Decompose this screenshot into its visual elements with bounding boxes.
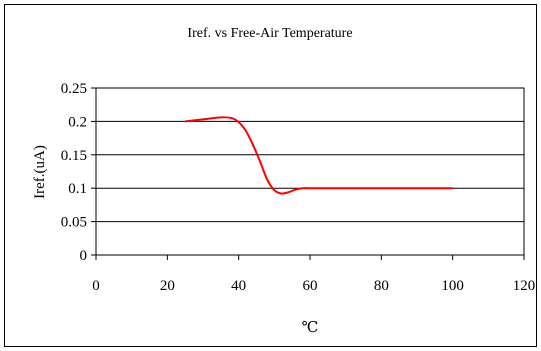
y-tick-label: 0.2 (68, 114, 87, 130)
y-tick-label: 0 (80, 248, 88, 264)
y-axis-ticks: 0 0.05 0.1 0.15 0.2 0.25 (61, 81, 96, 264)
x-tick-label: 40 (231, 278, 246, 294)
x-axis-ticks: 0 20 40 60 80 100 120 (92, 255, 535, 294)
grid-lines (96, 120, 524, 223)
y-tick-label: 0.05 (61, 215, 87, 231)
x-axis-label: ℃ (302, 320, 319, 336)
series-line-0 (185, 116, 453, 195)
y-tick-label: 0.25 (61, 81, 87, 97)
y-tick-label: 0.1 (68, 181, 87, 197)
x-tick-label: 0 (92, 278, 100, 294)
series-group (185, 116, 453, 195)
x-tick-label: 120 (513, 278, 536, 294)
plot-area (95, 87, 525, 256)
chart-frame (4, 4, 537, 347)
chart-title: Iref. vs Free-Air Temperature (187, 26, 352, 41)
x-tick-label: 20 (160, 278, 175, 294)
y-tick-label: 0.15 (61, 148, 87, 164)
x-tick-label: 80 (374, 278, 389, 294)
x-tick-label: 100 (441, 278, 464, 294)
x-tick-label: 60 (303, 278, 318, 294)
y-axis-label: Iref.(uA) (32, 145, 48, 199)
